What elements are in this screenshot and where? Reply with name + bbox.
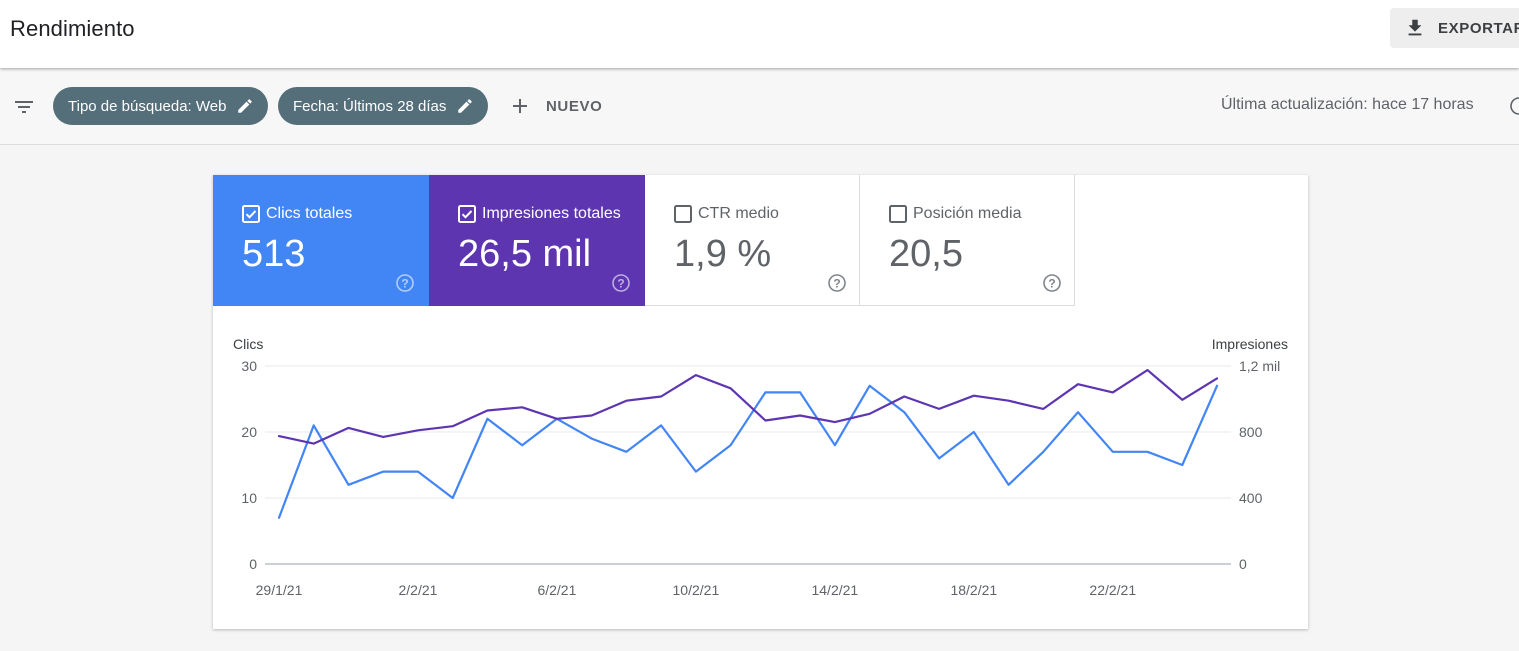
help-icon[interactable]: ? [611, 273, 631, 293]
right-tick-label: 800 [1239, 424, 1263, 440]
right-axis-title: Impresiones [1212, 336, 1288, 352]
svg-text:?: ? [1048, 277, 1055, 291]
filter-icon[interactable] [12, 95, 36, 119]
edit-pencil-icon [238, 99, 253, 113]
x-tick-label: 2/2/21 [398, 582, 437, 598]
metric-tile-position[interactable]: Posición media 20,5 ? [860, 175, 1075, 306]
performance-chart: Clics Impresiones 0 0 10 400 20 800 30 1,2 mil 29/… [233, 336, 1288, 598]
svg-text:?: ? [617, 277, 624, 291]
left-tick-label: 20 [241, 424, 257, 440]
help-icon[interactable]: ? [395, 273, 415, 293]
metric-value: 20,5 [889, 233, 963, 275]
date-chip[interactable]: Fecha: Últimos 28 días [278, 87, 488, 125]
x-tick-label: 10/2/21 [673, 582, 720, 598]
svg-text:?: ? [401, 277, 408, 291]
clicks-series-line [277, 384, 1219, 519]
plus-icon [513, 99, 527, 113]
metric-label: Impresiones totales [482, 205, 621, 222]
checkbox-checked-icon[interactable] [458, 205, 476, 223]
metric-label: Posición media [913, 205, 1022, 222]
metric-label: CTR medio [698, 205, 779, 222]
x-tick-label: 29/1/21 [256, 582, 303, 598]
checkbox-unchecked-icon[interactable] [889, 205, 907, 223]
metric-tile-impressions[interactable]: Impresiones totales 26,5 mil ? [429, 175, 645, 306]
search-type-chip[interactable]: Tipo de búsqueda: Web [53, 87, 268, 125]
export-button[interactable]: EXPORTAR [1390, 8, 1519, 48]
new-filter-label: NUEVO [546, 97, 603, 115]
new-filter-button[interactable]: NUEVO [508, 94, 602, 118]
help-icon[interactable]: ? [1042, 273, 1062, 293]
edit-pencil-icon [458, 99, 473, 113]
chip-label: Tipo de búsqueda: Web [68, 97, 227, 115]
x-tick-label: 18/2/21 [950, 582, 997, 598]
help-icon[interactable]: ? [827, 273, 847, 293]
right-tick-label: 0 [1239, 556, 1247, 572]
download-icon [1408, 19, 1422, 36]
metric-value: 26,5 mil [458, 233, 592, 275]
metric-tile-clicks[interactable]: Clics totales 513 ? [213, 175, 429, 306]
right-tick-label: 1,2 mil [1239, 358, 1280, 374]
metric-value: 513 [242, 233, 306, 275]
left-tick-label: 30 [241, 358, 257, 374]
metric-value: 1,9 % [674, 233, 772, 275]
left-axis-title: Clics [233, 336, 263, 352]
right-tick-label: 400 [1239, 490, 1263, 506]
metric-tile-ctr[interactable]: CTR medio 1,9 % ? [645, 175, 860, 306]
help-icon[interactable] [1509, 96, 1519, 116]
left-tick-label: 10 [241, 490, 257, 506]
x-tick-label: 6/2/21 [537, 582, 576, 598]
last-update-text: Última actualización: hace 17 horas [1221, 96, 1474, 113]
chip-label: Fecha: Últimos 28 días [293, 97, 447, 115]
page-title: Rendimiento [10, 16, 135, 41]
svg-text:?: ? [833, 277, 840, 291]
export-label: EXPORTAR [1438, 20, 1519, 37]
x-tick-label: 22/2/21 [1089, 582, 1136, 598]
checkbox-checked-icon[interactable] [242, 205, 260, 223]
impressions-series-line [277, 368, 1219, 445]
filter-bar: Tipo de búsqueda: Web Fecha: Últimos 28 … [0, 68, 1519, 145]
checkbox-unchecked-icon[interactable] [674, 205, 692, 223]
metric-label: Clics totales [266, 205, 353, 222]
x-tick-label: 14/2/21 [811, 582, 858, 598]
top-bar: Rendimiento EXPORTAR [0, 0, 1519, 68]
performance-card: Clics totales 513 ? Impresiones totales … [213, 175, 1308, 629]
left-tick-label: 0 [249, 556, 257, 572]
